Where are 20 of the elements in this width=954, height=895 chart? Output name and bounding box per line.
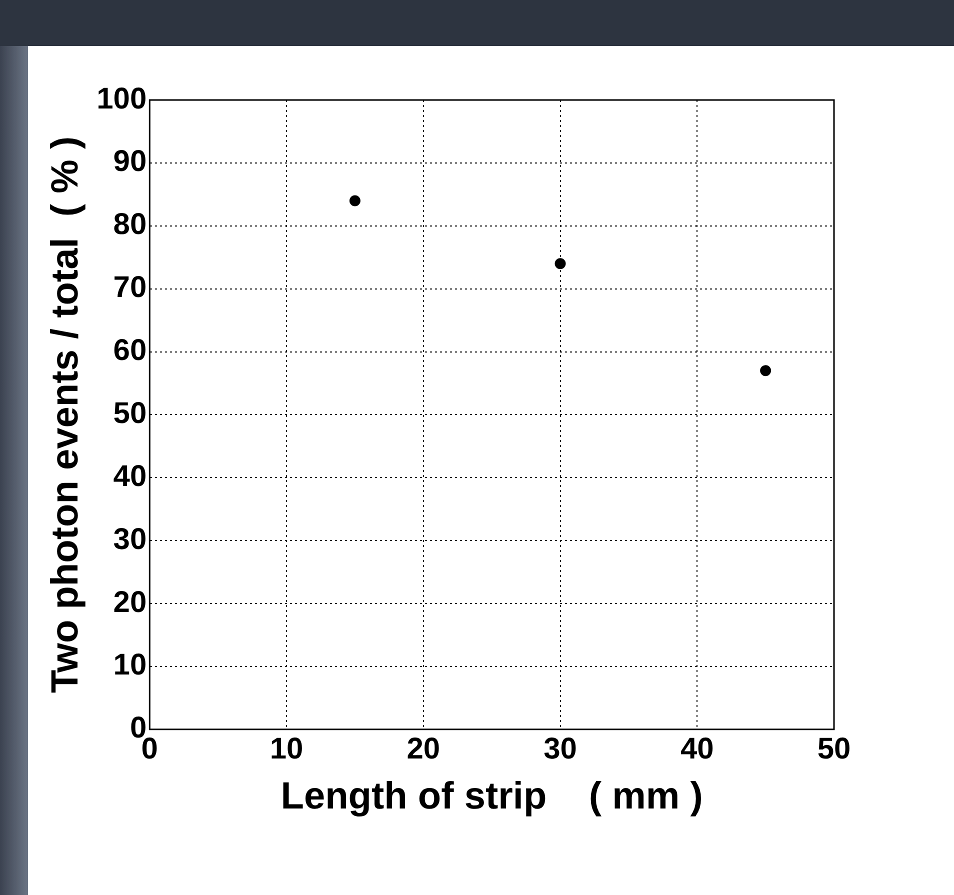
y-tick-label: 60 <box>113 334 147 368</box>
point <box>349 195 360 206</box>
y-tick-label: 20 <box>113 586 147 619</box>
y-tick-label: 10 <box>113 648 147 682</box>
y-axis-title: Two photon events / total ( % ) <box>44 136 86 694</box>
x-axis-title: Length of strip ( mm ) <box>280 776 703 818</box>
y-tick-label: 50 <box>113 396 147 430</box>
y-tick-label: 70 <box>113 271 147 304</box>
x-tick-label: 40 <box>680 732 714 766</box>
y-tick-label: 80 <box>113 208 147 242</box>
x-tick-label: 20 <box>406 732 440 766</box>
x-tick-label: 50 <box>817 732 851 766</box>
x-tick-label: 10 <box>270 732 304 766</box>
point <box>554 258 566 270</box>
y-tick-label: 30 <box>113 522 147 556</box>
y-tick-label: 90 <box>113 145 147 178</box>
x-tick-label: 30 <box>544 732 577 766</box>
y-tick-label: 100 <box>96 82 147 116</box>
y-tick-label: 40 <box>113 460 147 493</box>
point <box>760 365 772 376</box>
